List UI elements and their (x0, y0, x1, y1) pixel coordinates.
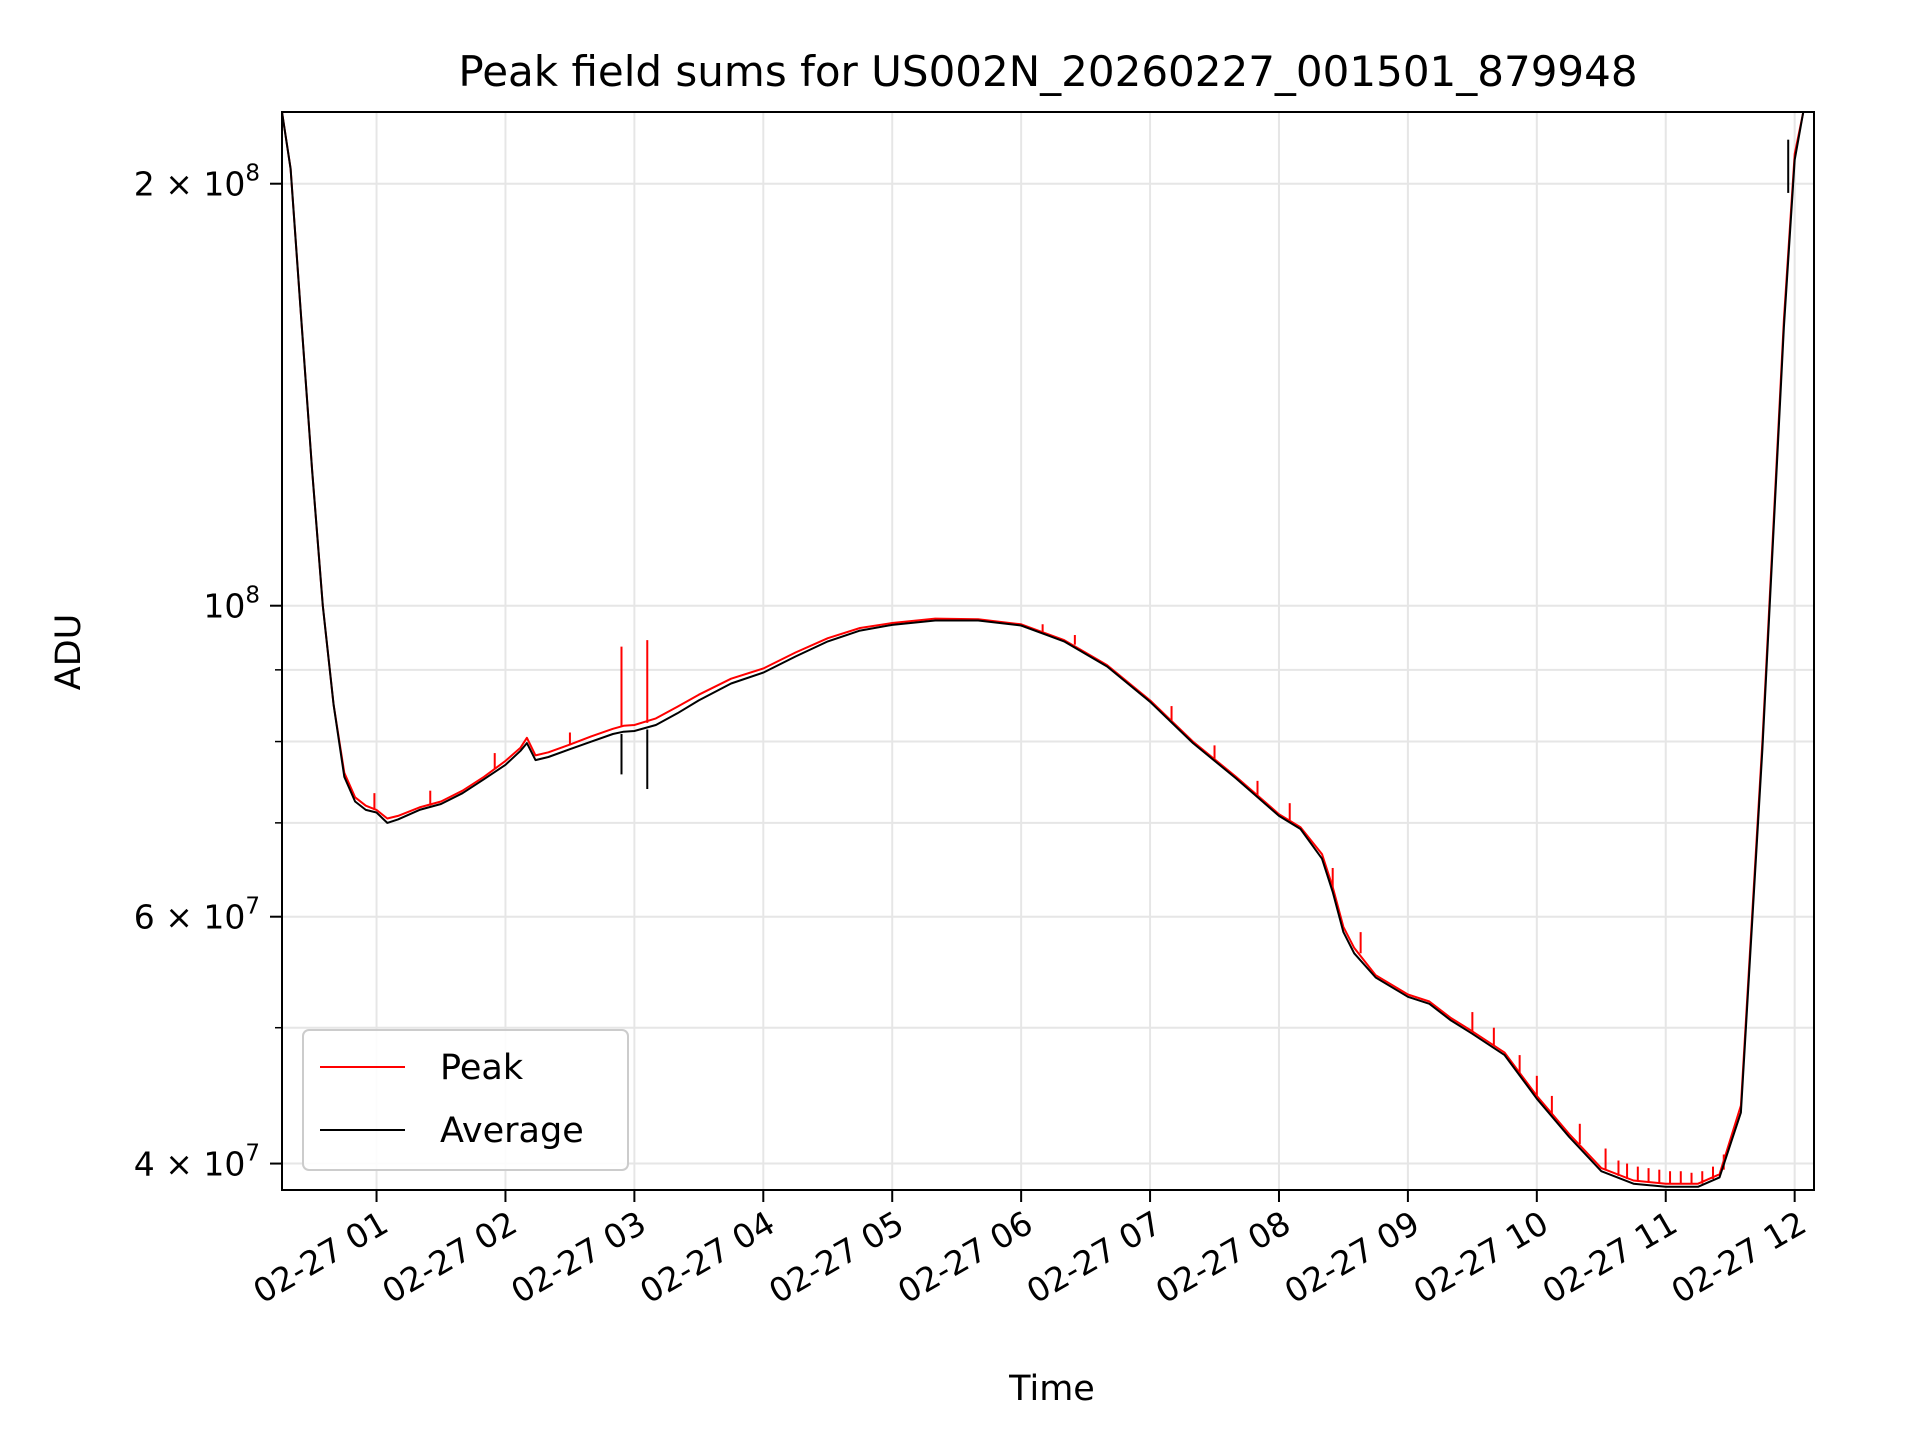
chart-title: Peak field sums for US002N_20260227_0015… (458, 47, 1637, 96)
grid (282, 112, 1814, 1190)
legend-box (302, 1029, 629, 1171)
series-line-average (282, 112, 1805, 1188)
y-axis: 4 × 107 6 × 107 108 2 × 108 (134, 161, 282, 1184)
y-tick-label: 4 × 107 (134, 1141, 260, 1184)
y-axis-label: ADU (49, 614, 89, 691)
plot-frame (281, 111, 1815, 1191)
plot-area (282, 112, 1805, 1188)
x-axis-label: Time (1008, 1369, 1095, 1409)
legend-label-peak: Peak (440, 1048, 524, 1088)
legend-label-average: Average (440, 1111, 584, 1151)
y-tick-label: 108 (203, 583, 260, 626)
y-tick-label: 6 × 107 (134, 894, 260, 937)
legend: Peak Average (302, 1029, 629, 1171)
y-tick-label: 2 × 108 (134, 161, 260, 204)
